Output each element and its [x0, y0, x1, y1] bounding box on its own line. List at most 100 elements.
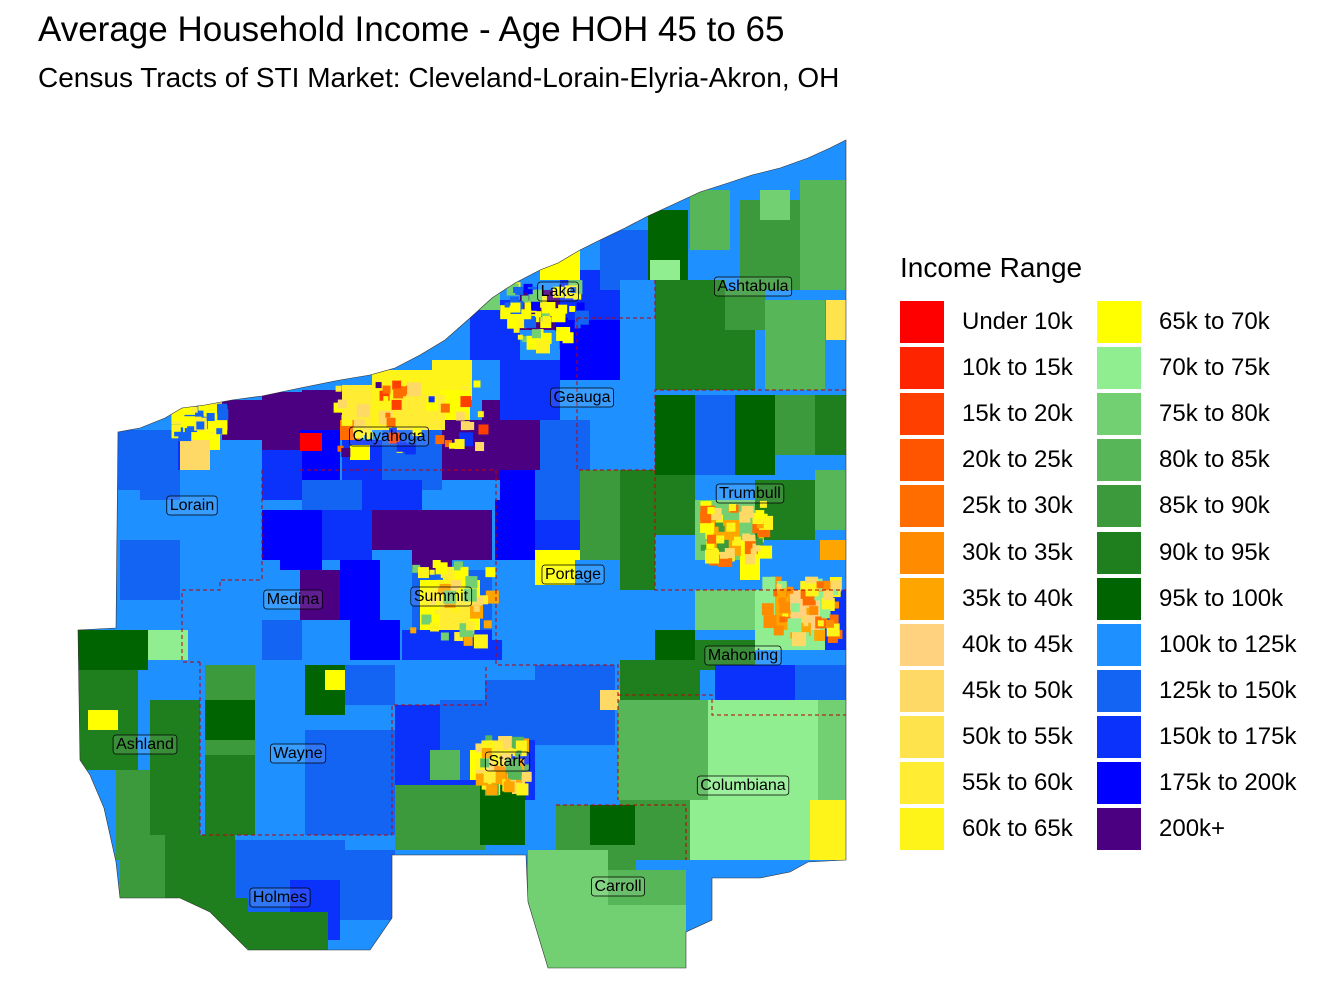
tract-fill: [248, 912, 328, 950]
tract-fill: [434, 609, 440, 615]
tract-fill: [829, 614, 839, 624]
tract-fill: [455, 411, 465, 421]
county-label: Columbiana: [696, 775, 790, 796]
tract-fill: [388, 432, 400, 444]
tract-fill: [805, 583, 819, 597]
legend-item: 15k to 20k: [900, 392, 1120, 436]
legend-swatch: [1097, 393, 1141, 436]
tract-fill: [574, 322, 581, 329]
tract-fill: [208, 423, 217, 432]
legend-item: 150k to 175k: [1097, 715, 1317, 759]
legend-item: 45k to 50k: [900, 669, 1120, 713]
county-border: [654, 470, 846, 591]
tract-fill: [832, 601, 840, 609]
tract-fill: [483, 770, 496, 783]
tract-fill: [412, 427, 422, 437]
tract-fill: [206, 403, 212, 409]
tract-fill: [480, 758, 490, 768]
tract-fill: [460, 396, 472, 408]
county-label-text: Medina: [267, 591, 320, 608]
tract-fill: [205, 755, 255, 835]
tract-fill: [395, 785, 485, 850]
tract-fill: [540, 420, 590, 470]
county-labels: Lake Ashtabula Geauga Cuyahoga Lorain Trumbul…: [112, 276, 793, 908]
tract-fill: [655, 330, 755, 390]
county-label-text: Summit: [414, 588, 469, 605]
tract-fill: [432, 587, 443, 598]
county-label-box: [550, 387, 614, 408]
tract-fill: [810, 800, 846, 860]
legend-item: 200k+: [1097, 807, 1317, 851]
tract-fill: [173, 425, 179, 431]
county-border: [577, 280, 656, 319]
tract-fill: [509, 296, 519, 306]
tract-fill: [755, 510, 765, 520]
tract-fill: [826, 300, 846, 340]
legend-item: 55k to 60k: [900, 761, 1120, 805]
legend-item: 175k to 200k: [1097, 761, 1317, 805]
tract-fill: [483, 620, 492, 629]
tract-fill: [830, 580, 842, 592]
county-label: Holmes: [249, 887, 311, 908]
county-label-box: [696, 775, 790, 796]
county-border: [181, 470, 263, 663]
legend-swatch: [1097, 485, 1141, 528]
tract-fill: [814, 629, 826, 641]
county-label: Portage: [541, 564, 605, 585]
map-subtitle: Census Tracts of STI Market: Cleveland-L…: [38, 62, 840, 93]
tract-fill: [511, 309, 522, 320]
tract-fill: [761, 590, 770, 599]
legend: Under 10k 10k to 15k 15k to 20k 20k to 25k 2…: [900, 300, 1330, 860]
legend-label: 100k to 125k: [1159, 630, 1297, 658]
county-label-box: [537, 281, 579, 302]
tract-fill: [763, 615, 777, 629]
tract-fill: [535, 470, 580, 520]
tract-fill: [353, 419, 365, 431]
tract-fill: [440, 632, 449, 641]
tract-fill: [220, 560, 280, 630]
county-label-text: Lake: [541, 283, 576, 300]
tract-fill: [756, 521, 764, 529]
county-label-box: [410, 586, 473, 607]
tract-fill: [821, 597, 835, 611]
county-label-box: [263, 589, 323, 610]
tract-fill: [504, 302, 510, 308]
county-label-box: [484, 751, 531, 772]
county-label: Medina: [263, 589, 323, 610]
legend-item: 70k to 75k: [1097, 346, 1317, 390]
tract-fill: [203, 407, 213, 417]
tract-fill: [429, 569, 435, 575]
county-label: Trumbull: [715, 483, 785, 504]
tract-fill: [815, 470, 846, 530]
tract-fill: [478, 424, 489, 435]
tract-fill: [779, 616, 786, 623]
tract-fill: [752, 543, 761, 552]
tract-fill: [714, 518, 723, 527]
tract-fill: [481, 747, 492, 758]
tract-fill: [823, 590, 834, 601]
legend-item: Under 10k: [900, 300, 1120, 344]
tract-fill: [473, 634, 488, 649]
tract-fill: [730, 545, 741, 556]
legend-swatch: [900, 531, 944, 574]
tract-fill: [217, 409, 229, 421]
tract-fill: [454, 439, 465, 450]
tract-fill: [755, 538, 763, 546]
tract-fill: [337, 399, 347, 409]
tract-fill: [337, 445, 344, 452]
tract-fill: [552, 286, 564, 298]
tract-fill: [341, 448, 351, 458]
legend-swatch: [1097, 715, 1141, 758]
tract-fill: [462, 412, 470, 420]
legend-item: 75k to 80k: [1097, 392, 1317, 436]
county-label: Carroll: [591, 876, 645, 897]
county-label-text: Lorain: [170, 497, 214, 514]
tract-fill: [353, 427, 365, 439]
tract-fill: [486, 784, 498, 796]
tract-fill: [770, 576, 782, 588]
county-label: Cuyahoga: [349, 426, 429, 447]
legend-label: 55k to 60k: [962, 769, 1073, 796]
legend-swatch: [900, 347, 944, 390]
tract-fill: [392, 380, 402, 390]
